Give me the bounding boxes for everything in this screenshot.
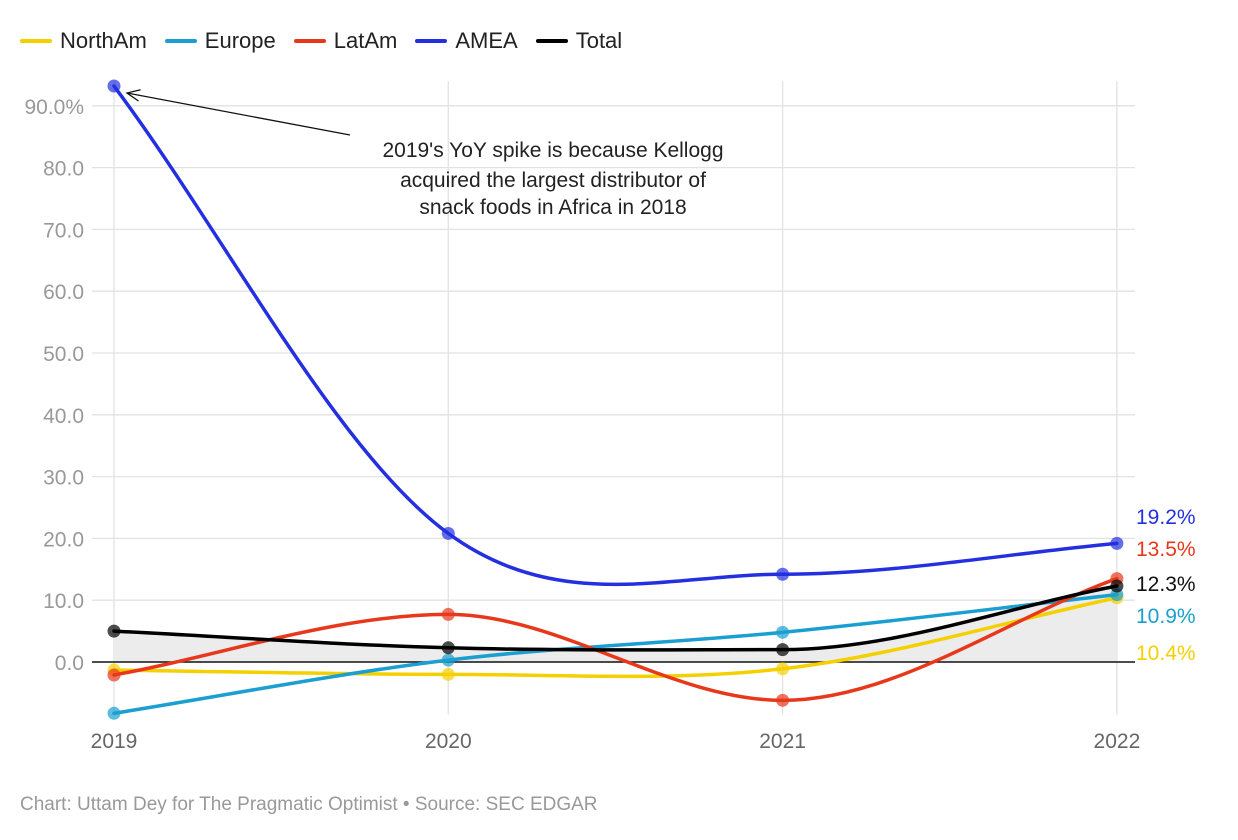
y-tick-label: 90.0% (24, 96, 84, 119)
legend-label-europe: Europe (204, 28, 276, 53)
series-line-europe (112, 592, 1119, 716)
annotation-text-line: snack foods in Africa in 2018 (419, 196, 686, 219)
y-tick-label: 40.0 (43, 405, 84, 428)
data-point-amea (1110, 536, 1124, 550)
legend-swatch-amea (415, 39, 448, 43)
x-tick-label: 2021 (759, 730, 806, 753)
data-point-northam (776, 662, 790, 676)
end-label-total: 12.3% (1136, 573, 1196, 596)
legend-label-total: Total (575, 28, 623, 53)
y-tick-label: 50.0 (43, 343, 84, 366)
y-tick-label: 0.0 (55, 652, 84, 675)
annotation-arrow (126, 92, 351, 136)
data-point-amea (107, 79, 121, 93)
end-label-amea: 19.2% (1136, 506, 1196, 529)
data-point-amea (441, 526, 455, 540)
x-tick-label: 2020 (425, 730, 472, 753)
data-point-europe (107, 706, 121, 720)
legend-label-amea: AMEA (455, 28, 518, 53)
data-point-latam (441, 607, 455, 621)
legend-item-total: Total (535, 28, 623, 54)
data-point-europe (776, 625, 790, 639)
legend-swatch-europe (164, 39, 197, 43)
y-tick-label: 70.0 (43, 219, 84, 242)
data-point-amea (776, 567, 790, 581)
x-tick-label: 2022 (1094, 730, 1141, 753)
data-point-latam (107, 668, 121, 682)
y-tick-label: 60.0 (43, 281, 84, 304)
legend-item-europe: Europe (164, 28, 276, 54)
line-chart: 0.0 10.0 20.0 30.0 40.0 50.0 60.0 70.0 80.0 90.0%… (24, 79, 1196, 753)
chart-legend: NorthAm Europe LatAm AMEA Total (20, 26, 640, 56)
data-point-europe (441, 653, 455, 667)
data-point-total (1110, 579, 1124, 593)
legend-item-northam: NorthAm (20, 28, 147, 54)
chart-footer: Chart: Uttam Dey for The Pragmatic Optim… (20, 794, 598, 815)
legend-label-latam: LatAm (333, 28, 398, 53)
data-point-northam (441, 667, 455, 681)
series-line-amea (112, 84, 1119, 587)
y-tick-label: 80.0 (43, 158, 84, 181)
data-point-total (441, 641, 455, 655)
end-label-europe: 10.9% (1136, 605, 1196, 628)
y-tick-label: 10.0 (43, 590, 84, 613)
legend-item-latam: LatAm (293, 28, 398, 54)
series-line-total (112, 584, 1119, 652)
legend-swatch-total (535, 39, 568, 43)
y-tick-label: 20.0 (43, 528, 84, 551)
series-line-northam (112, 595, 1119, 679)
x-tick-label: 2019 (91, 730, 138, 753)
series-line-latam (112, 576, 1119, 703)
data-point-total (776, 643, 790, 657)
annotation-arrowhead (125, 89, 141, 102)
y-tick-label: 30.0 (43, 467, 84, 490)
data-point-latam (776, 693, 790, 707)
data-point-total (107, 624, 121, 638)
legend-label-northam: NorthAm (60, 28, 147, 53)
legend-item-amea: AMEA (415, 28, 518, 54)
annotation-text-line: acquired the largest distributor of (400, 169, 706, 192)
legend-swatch-latam (293, 39, 326, 43)
end-label-northam: 10.4% (1136, 642, 1196, 665)
end-label-latam: 13.5% (1136, 538, 1196, 561)
legend-swatch-northam (20, 39, 52, 43)
annotation-text-line: 2019's YoY spike is because Kellogg (382, 139, 723, 162)
